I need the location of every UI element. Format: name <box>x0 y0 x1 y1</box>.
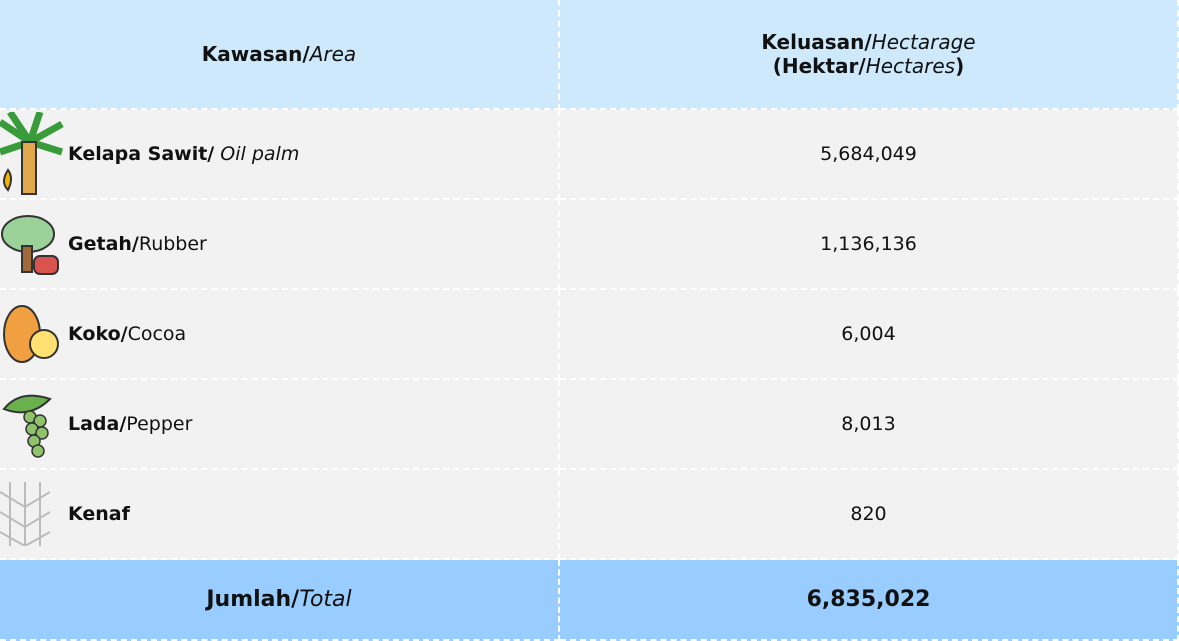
cell-text: ) <box>955 54 965 78</box>
row-value: 8,013 <box>560 380 1179 470</box>
cell-text: Koko/ <box>68 323 128 345</box>
cell-text: Total <box>299 587 352 612</box>
cell-text: Kenaf <box>68 503 130 525</box>
cell-text: Getah/ <box>68 233 139 255</box>
cell-text: Pepper <box>126 413 193 435</box>
cell-text: Keluasan/ <box>761 30 872 54</box>
row-value: 820 <box>560 470 1179 560</box>
cell-text: Cocoa <box>127 323 187 345</box>
cocoa-icon <box>3 305 59 363</box>
header-hectarage: Keluasan/Hectarage (Hektar/Hectares) <box>560 0 1179 110</box>
cell-text: 5,684,049 <box>820 143 917 165</box>
row-name: Kelapa Sawit/ Oil palm <box>0 110 560 200</box>
cell-text: 820 <box>850 503 887 525</box>
cell-text: Hectares <box>865 54 956 78</box>
cell-text: Kawasan/ <box>201 42 310 66</box>
cell-text: Kelapa Sawit/ <box>68 143 215 165</box>
rubber-icon <box>1 215 59 275</box>
cell-text: (Hektar/ <box>772 54 866 78</box>
row-name: Getah/Rubber <box>0 200 560 290</box>
cell-text: Oil palm <box>214 143 300 165</box>
total-label: Jumlah/Total <box>0 560 560 641</box>
cell-text: 1,136,136 <box>820 233 917 255</box>
cell-text: 6,004 <box>841 323 896 345</box>
cell-text: 6,835,022 <box>806 587 931 612</box>
total-value: 6,835,022 <box>560 560 1179 641</box>
cell-text: Hectarage <box>871 30 976 54</box>
pepper-icon <box>2 394 52 458</box>
row-name: Kenaf <box>0 470 560 560</box>
row-name: Lada/Pepper <box>0 380 560 470</box>
cell-text: Rubber <box>138 233 207 255</box>
cell-text: Jumlah/ <box>206 587 300 612</box>
header-area: Kawasan/Area <box>0 0 560 110</box>
cell-text: Area <box>309 42 357 66</box>
cell-text: Lada/ <box>68 413 127 435</box>
row-value: 1,136,136 <box>560 200 1179 290</box>
oil-palm-icon <box>0 112 64 195</box>
cell-text: 8,013 <box>841 413 896 435</box>
kenaf-icon <box>0 482 50 546</box>
row-name: Koko/Cocoa <box>0 290 560 380</box>
row-value: 6,004 <box>560 290 1179 380</box>
row-value: 5,684,049 <box>560 110 1179 200</box>
